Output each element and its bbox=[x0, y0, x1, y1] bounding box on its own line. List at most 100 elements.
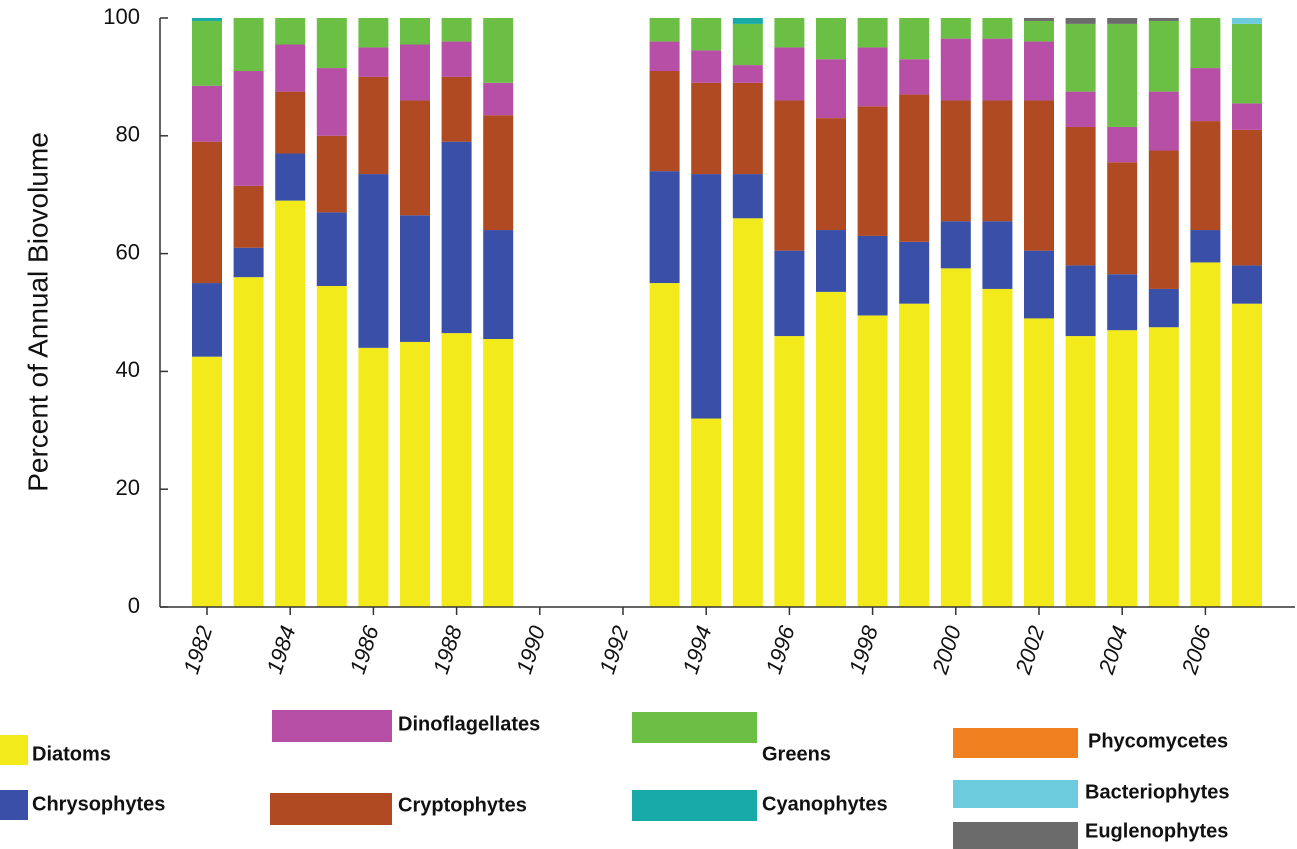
bar-segment bbox=[192, 20, 222, 86]
bar-segment bbox=[732, 23, 763, 66]
bar-segment bbox=[1232, 303, 1262, 607]
x-tick-label: 2002 bbox=[1010, 623, 1049, 678]
bar-segment bbox=[649, 171, 680, 284]
bar-segment bbox=[982, 38, 1013, 101]
bar-segment bbox=[857, 18, 888, 48]
bar-segment bbox=[691, 82, 722, 175]
bar-segment bbox=[1148, 327, 1179, 607]
bar-segment bbox=[816, 291, 846, 607]
bar-segment bbox=[1024, 41, 1054, 101]
bar-segment bbox=[316, 212, 347, 286]
legend-swatch bbox=[632, 790, 757, 821]
bar-segment bbox=[899, 241, 930, 304]
bar-segment bbox=[774, 18, 805, 48]
y-tick-label: 40 bbox=[116, 357, 140, 382]
bar-segment bbox=[441, 76, 472, 142]
bar-segment bbox=[691, 418, 722, 607]
y-axis-label: Percent of Annual Biovolume bbox=[22, 132, 53, 492]
bar-segment bbox=[1148, 20, 1179, 92]
bar-segment bbox=[1232, 129, 1262, 266]
legend-label: Bacteriophytes bbox=[1085, 781, 1230, 803]
bar-segment bbox=[233, 71, 264, 186]
x-tick-label: 1982 bbox=[178, 623, 217, 677]
bar-segment bbox=[275, 200, 306, 607]
legend-label: Phycomycetes bbox=[1088, 730, 1228, 752]
legend-swatch bbox=[0, 735, 28, 765]
bar-segment bbox=[483, 339, 514, 607]
bar-segment bbox=[441, 141, 472, 334]
bar-segment bbox=[649, 18, 680, 42]
bar-segment bbox=[732, 65, 763, 83]
legend-label: Diatoms bbox=[32, 743, 111, 765]
bar-segment bbox=[1107, 23, 1138, 127]
bar-segment bbox=[691, 18, 722, 51]
bar-segment bbox=[233, 277, 264, 607]
bar-segment bbox=[649, 41, 680, 72]
bar-segment bbox=[441, 18, 472, 42]
bar-segment bbox=[857, 47, 888, 107]
bar-segment bbox=[1190, 68, 1221, 122]
bar-segment bbox=[358, 76, 389, 175]
bar-segment bbox=[1190, 230, 1221, 263]
bar-segment bbox=[316, 18, 347, 69]
bar-segment bbox=[732, 218, 763, 607]
bar-segment bbox=[899, 59, 930, 95]
bar-segment bbox=[1190, 121, 1221, 231]
bar-segment bbox=[982, 100, 1013, 222]
bar-segment bbox=[233, 185, 264, 248]
x-tick-label: 1996 bbox=[761, 622, 800, 677]
legend-swatch bbox=[953, 822, 1078, 849]
bar-segment bbox=[940, 221, 971, 269]
bar-segment bbox=[1107, 162, 1138, 275]
bar-segment bbox=[483, 82, 514, 116]
bar-segment bbox=[1024, 100, 1054, 251]
bar-segment bbox=[1024, 20, 1054, 42]
bar-segment bbox=[1065, 336, 1096, 607]
bar-segment bbox=[982, 288, 1013, 607]
y-tick-label: 100 bbox=[103, 4, 140, 29]
y-tick-label: 80 bbox=[116, 122, 140, 147]
bar-segment bbox=[774, 250, 805, 337]
bar-segment bbox=[982, 18, 1013, 39]
bar-segment bbox=[275, 153, 306, 201]
bar-segment bbox=[1148, 91, 1179, 151]
bar-segment bbox=[940, 268, 971, 607]
bar-segment bbox=[816, 18, 846, 60]
bar-segment bbox=[400, 215, 430, 342]
bar-segment bbox=[940, 38, 971, 101]
bar-segment bbox=[1107, 274, 1138, 331]
bar-segment bbox=[275, 18, 306, 45]
legend-swatch bbox=[0, 790, 28, 820]
bar-segment bbox=[691, 50, 722, 83]
legend-label: Greens bbox=[762, 743, 831, 765]
bar-segment bbox=[1190, 18, 1221, 69]
legend-swatch bbox=[632, 712, 757, 743]
bar-segment bbox=[192, 85, 222, 142]
bar-segment bbox=[1065, 91, 1096, 127]
bar-segment bbox=[857, 315, 888, 607]
bar-segment bbox=[233, 18, 264, 72]
bar-segment bbox=[1024, 318, 1054, 607]
legend-swatch bbox=[272, 710, 392, 742]
y-tick-label: 60 bbox=[116, 239, 140, 264]
bar-segment bbox=[400, 341, 430, 607]
bar-segment bbox=[899, 303, 930, 607]
legend-label: Euglenophytes bbox=[1085, 820, 1228, 842]
x-tick-label: 1988 bbox=[428, 622, 467, 677]
x-tick-label: 1994 bbox=[678, 623, 717, 677]
bar-segment bbox=[1148, 18, 1179, 21]
bar-segment bbox=[857, 106, 888, 236]
bar-segment bbox=[732, 18, 763, 24]
bar-segment bbox=[358, 47, 389, 77]
bar-segment bbox=[400, 44, 430, 101]
legend-label: Cyanophytes bbox=[762, 793, 888, 815]
bar-segment bbox=[275, 44, 306, 92]
bar-segment bbox=[192, 283, 222, 357]
bar-segment bbox=[483, 115, 514, 231]
bar-segment bbox=[1232, 103, 1262, 130]
bar-segment bbox=[774, 100, 805, 251]
legend-swatch bbox=[270, 793, 392, 825]
bar-segment bbox=[649, 283, 680, 607]
bar-segment bbox=[441, 333, 472, 607]
